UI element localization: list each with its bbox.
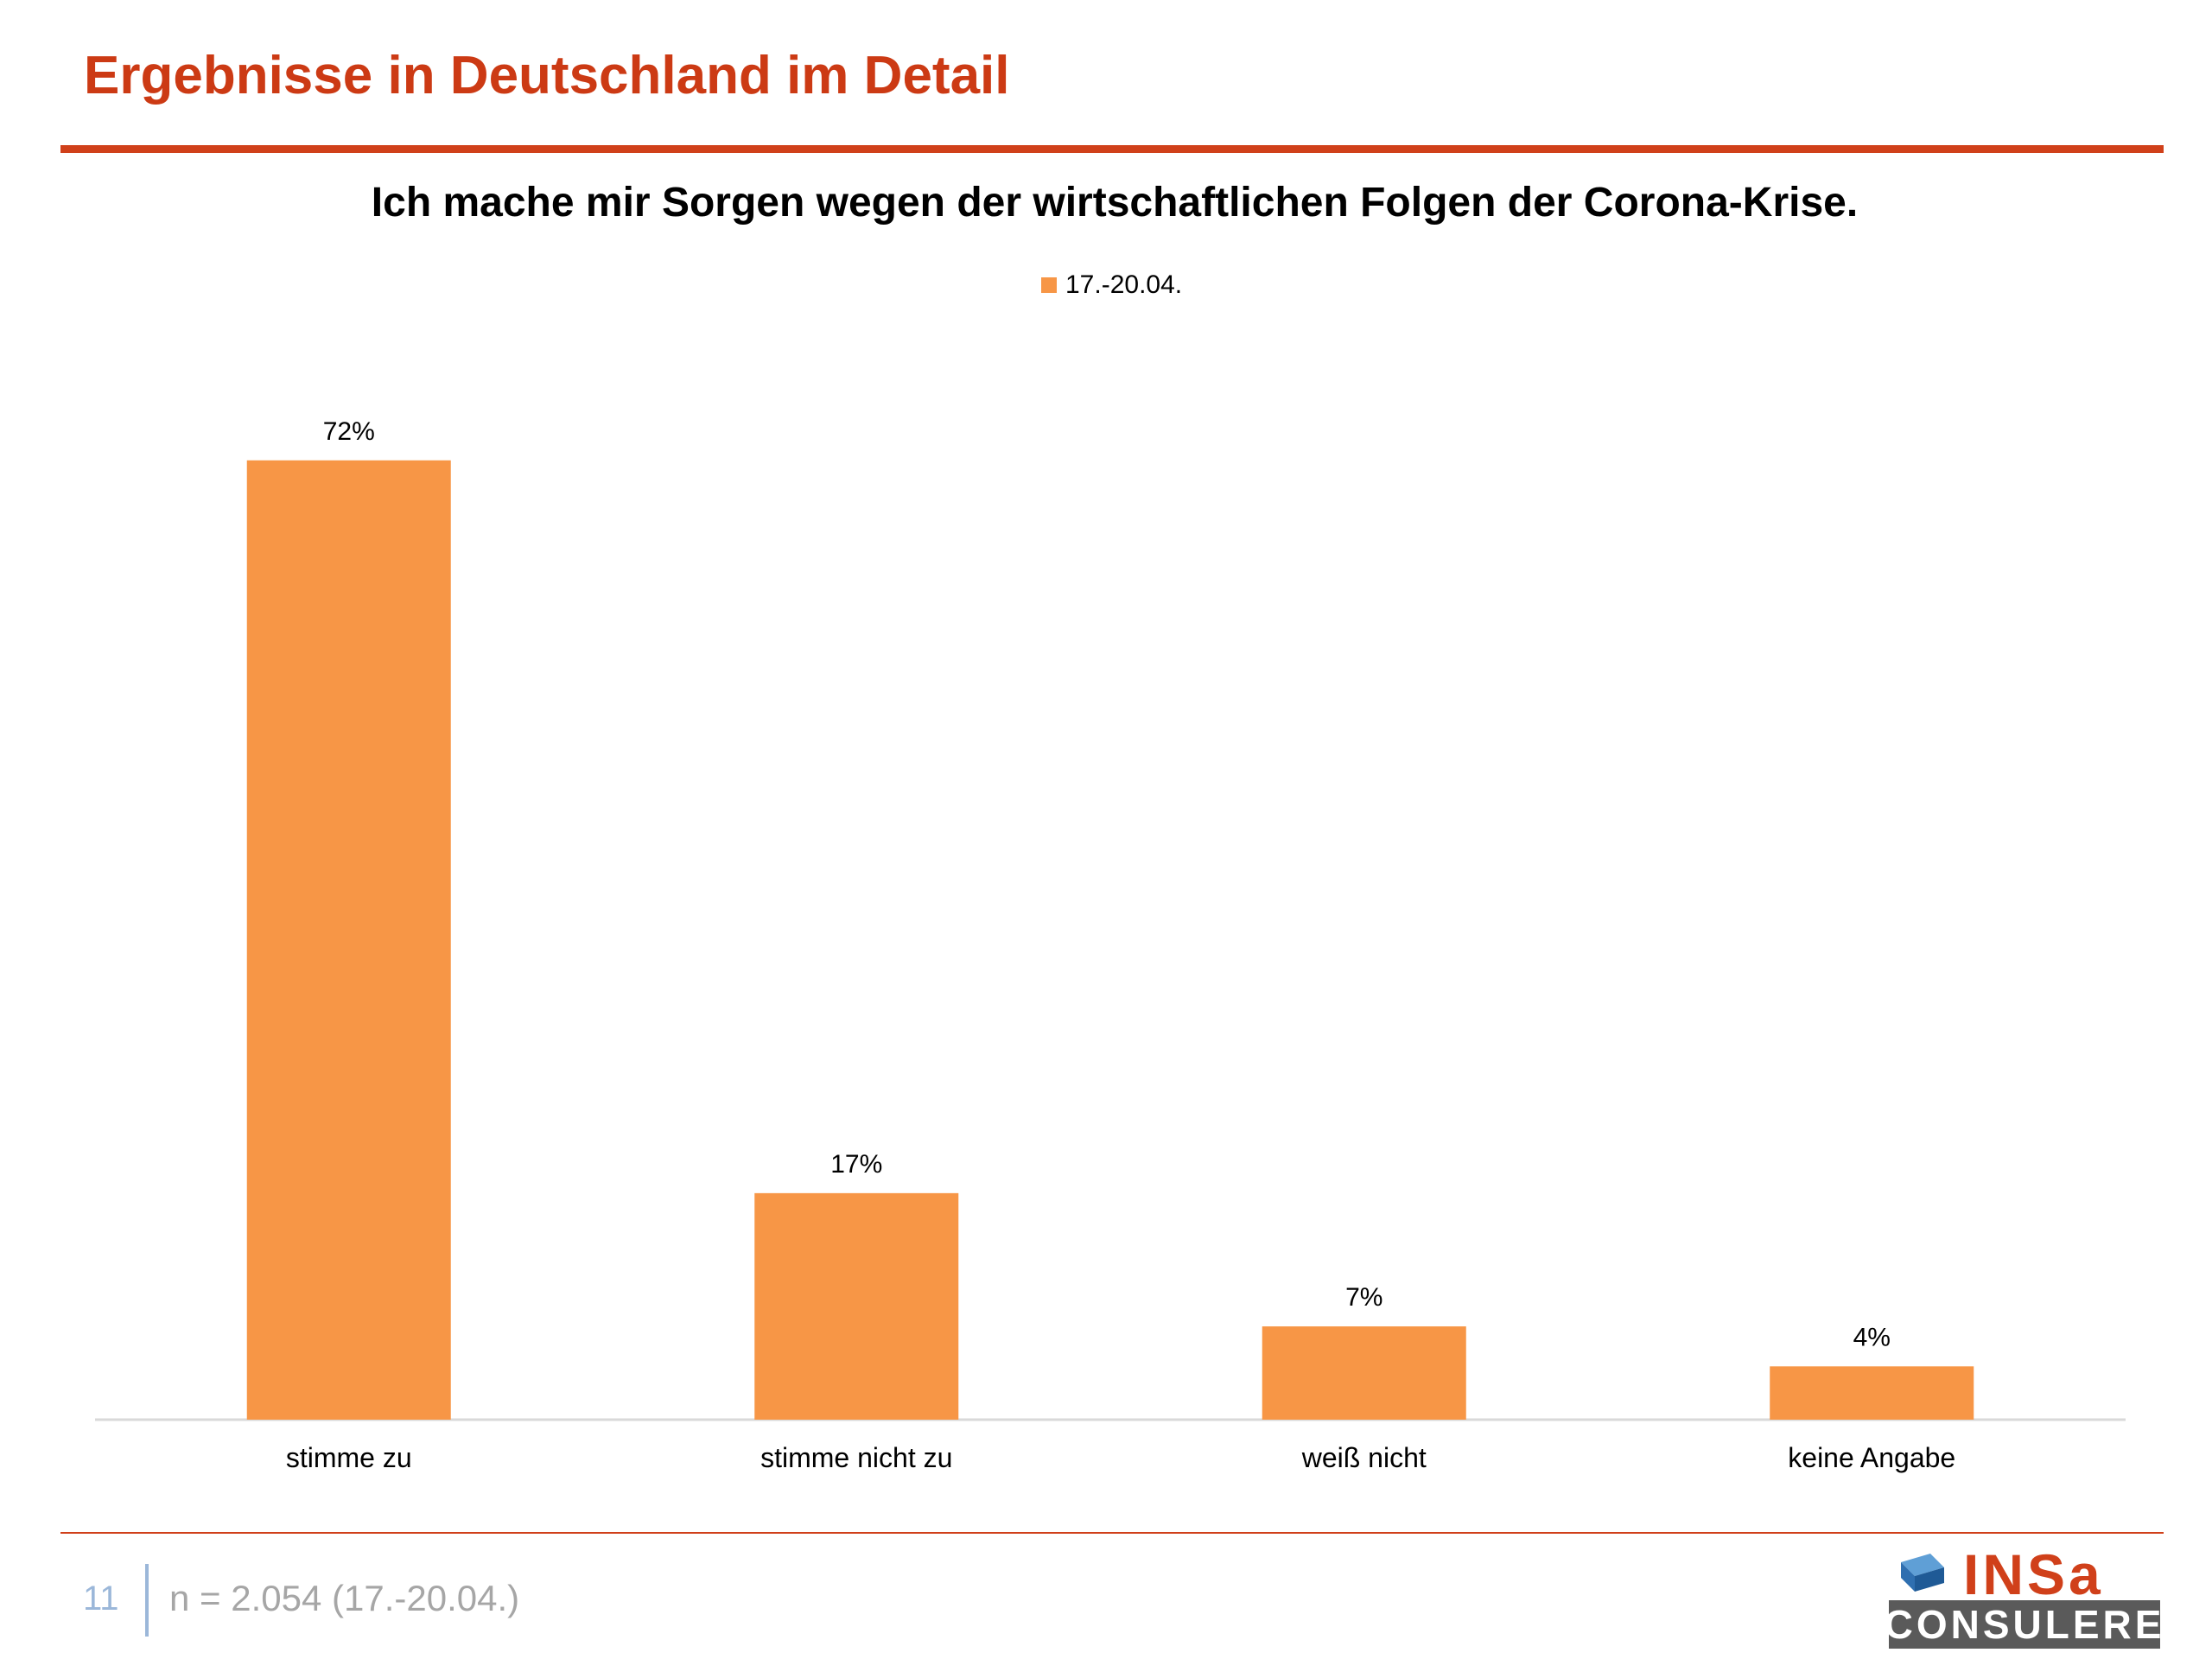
bar-3 <box>1262 1326 1466 1420</box>
sample-size-note: n = 2.054 (17.-20.04.) <box>169 1578 520 1618</box>
data-label-3: 7% <box>1345 1283 1382 1312</box>
insa-logo: INSa CONSULERE <box>1884 1542 2165 1649</box>
chart-legend: 17.-20.04. <box>1041 270 1182 301</box>
data-label-2: 17% <box>830 1150 882 1179</box>
category-label-3: weiß nicht <box>1301 1442 1427 1473</box>
legend-label: 17.-20.04. <box>1065 270 1183 299</box>
legend-swatch <box>1041 277 1057 293</box>
title-divider <box>60 145 2164 153</box>
insa-cube-icon <box>1901 1554 1944 1592</box>
logo-text-insa: INSa <box>1963 1542 2104 1606</box>
logo-text-consulere: CONSULERE <box>1884 1600 2165 1649</box>
category-label-2: stimme nicht zu <box>760 1442 952 1473</box>
bar-1 <box>246 460 451 1420</box>
chart-title: Ich mache mir Sorgen wegen der wirtschaf… <box>371 180 1859 226</box>
footer-separator <box>145 1564 149 1637</box>
footer-divider <box>60 1532 2164 1534</box>
bar-2 <box>754 1192 959 1420</box>
category-label-4: keine Angabe <box>1788 1442 1955 1473</box>
data-label-4: 4% <box>1853 1323 1891 1351</box>
bar-4 <box>1770 1366 1974 1420</box>
data-label-1: 72% <box>323 417 375 446</box>
category-label-1: stimme zu <box>286 1442 412 1473</box>
page-title: Ergebnisse in Deutschland im Detail <box>84 46 1010 105</box>
page-number: 11 <box>83 1580 119 1618</box>
